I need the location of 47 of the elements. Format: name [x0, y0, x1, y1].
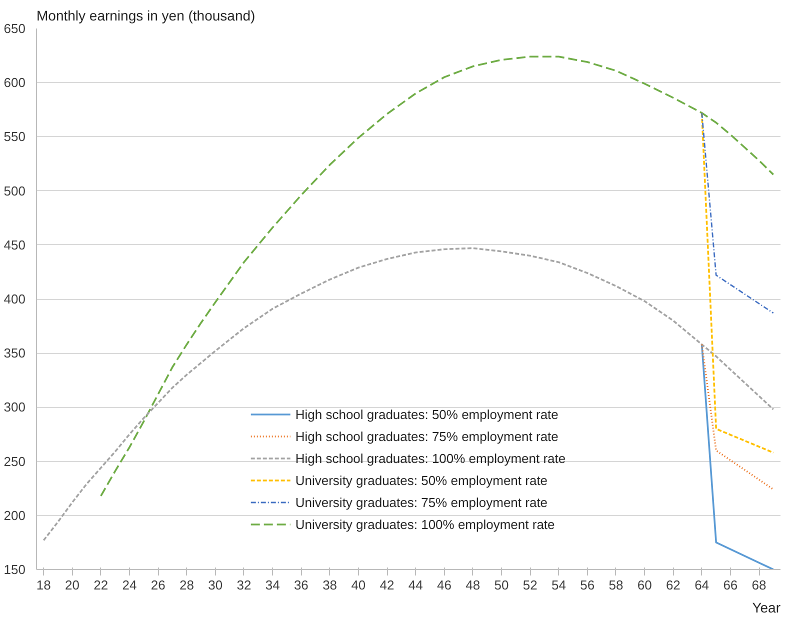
line-series	[42, 247, 774, 542]
x-tick-label: 60	[637, 578, 652, 592]
x-tick-label: 30	[208, 578, 223, 592]
x-tick-label: 66	[723, 578, 738, 592]
x-tick-label: 38	[322, 578, 338, 592]
y-tick-label: 150	[4, 562, 26, 577]
y-axis-title: Monthly earnings in yen (thousand)	[36, 8, 256, 24]
y-tick-label: 350	[4, 346, 26, 361]
x-tick-label: 48	[466, 578, 480, 592]
y-tick-label: 400	[4, 292, 26, 306]
x-tick-label: 58	[608, 578, 624, 592]
x-tick-label: 22	[94, 578, 108, 592]
x-axis-title: Year	[752, 600, 781, 616]
legend-label: High school graduates: 50% employment rate	[295, 406, 558, 422]
y-tick-label: 500	[4, 183, 26, 198]
x-tick-label: 42	[380, 578, 394, 592]
x-tick-label: 40	[351, 578, 366, 592]
x-tick-label: 54	[552, 578, 566, 592]
x-tick-label: 32	[236, 578, 252, 592]
x-tick-label: 68	[752, 578, 766, 592]
x-tick-label: 18	[36, 578, 51, 592]
x-tick-label: 46	[437, 578, 452, 592]
legend-label: High school graduates: 75% employment rate	[295, 428, 558, 444]
legend-label: University graduates: 75% employment rate	[295, 494, 548, 510]
x-tick-label: 62	[666, 578, 680, 592]
y-tick-label: 250	[4, 454, 26, 469]
x-tick-label: 52	[522, 578, 538, 592]
legend-label: High school graduates: 100% employment rate	[295, 450, 566, 466]
x-tick-label: 50	[494, 578, 509, 592]
x-tick-label: 36	[294, 578, 308, 592]
y-tick-label: 200	[4, 508, 26, 523]
y-tick-label: 450	[4, 237, 26, 252]
x-tick-label: 20	[65, 578, 80, 592]
legend-label: University graduates: 50% employment rate	[295, 472, 548, 488]
legend-label: University graduates: 100% employment rate	[295, 516, 555, 532]
y-tick-label: 600	[4, 75, 26, 90]
y-tick-label: 650	[4, 21, 26, 36]
y-tick-label: 300	[4, 400, 26, 415]
x-tick-label: 34	[265, 578, 280, 592]
x-tick-label: 24	[122, 578, 137, 592]
line-series	[100, 56, 774, 497]
x-tick-label: 44	[408, 578, 423, 592]
x-tick-label: 26	[150, 578, 166, 592]
y-tick-label: 550	[4, 129, 26, 144]
x-tick-label: 64	[694, 578, 710, 592]
x-tick-label: 28	[180, 578, 194, 592]
x-tick-label: 56	[580, 578, 595, 592]
